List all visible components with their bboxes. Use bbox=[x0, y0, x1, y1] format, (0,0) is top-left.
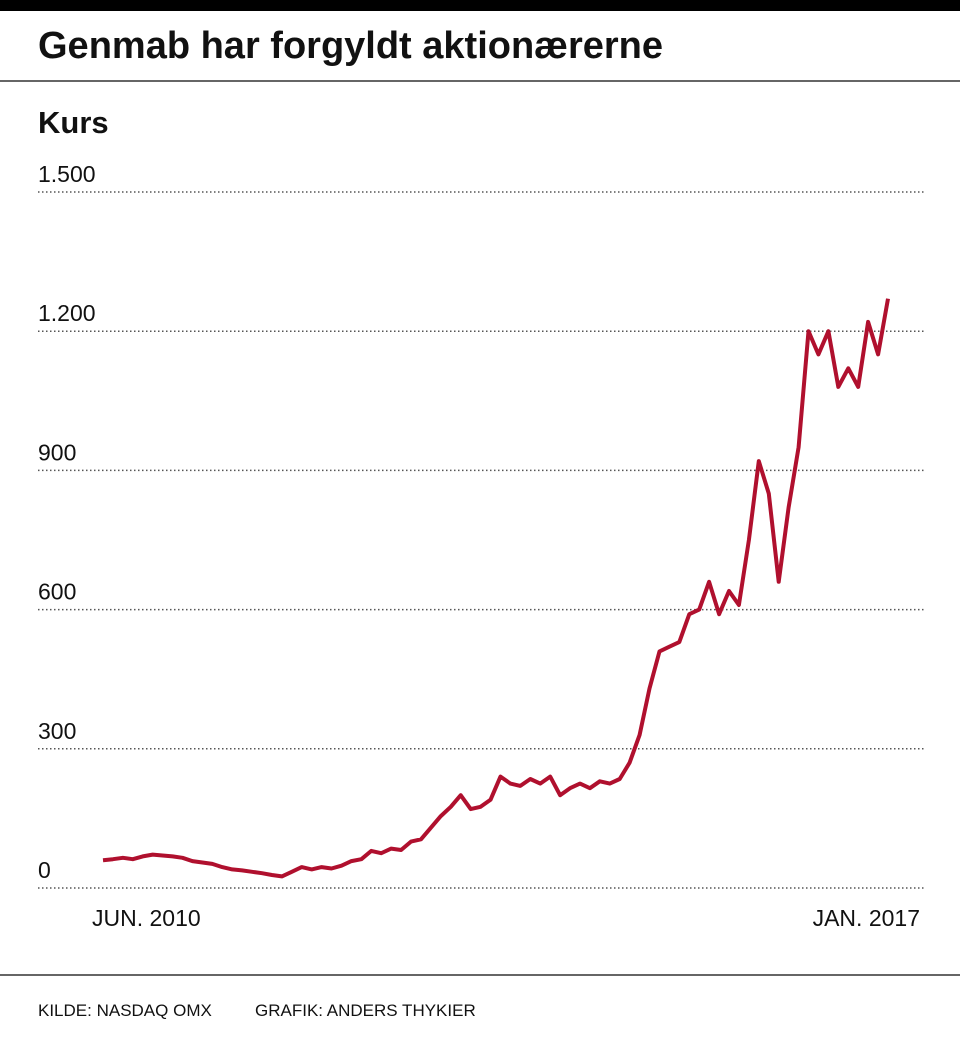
top-bar bbox=[0, 0, 960, 11]
y-axis-label: Kurs bbox=[38, 105, 109, 140]
y-tick-label: 1.500 bbox=[38, 161, 96, 187]
credit: GRAFIK: ANDERS THYKIER bbox=[255, 1001, 476, 1020]
price-line bbox=[102, 298, 890, 879]
y-tick-label: 900 bbox=[38, 439, 76, 465]
y-tick-label: 600 bbox=[38, 579, 76, 605]
chart-title: Genmab har forgyldt aktionærerne bbox=[38, 25, 663, 67]
y-tick-label: 300 bbox=[38, 718, 76, 744]
y-tick-label: 0 bbox=[38, 857, 51, 883]
source: KILDE: NASDAQ OMX bbox=[38, 1001, 212, 1020]
y-tick-label: 1.200 bbox=[38, 300, 96, 326]
x-tick-label: JUN. 2010 bbox=[92, 905, 201, 931]
x-tick-label: JAN. 2017 bbox=[813, 905, 920, 931]
